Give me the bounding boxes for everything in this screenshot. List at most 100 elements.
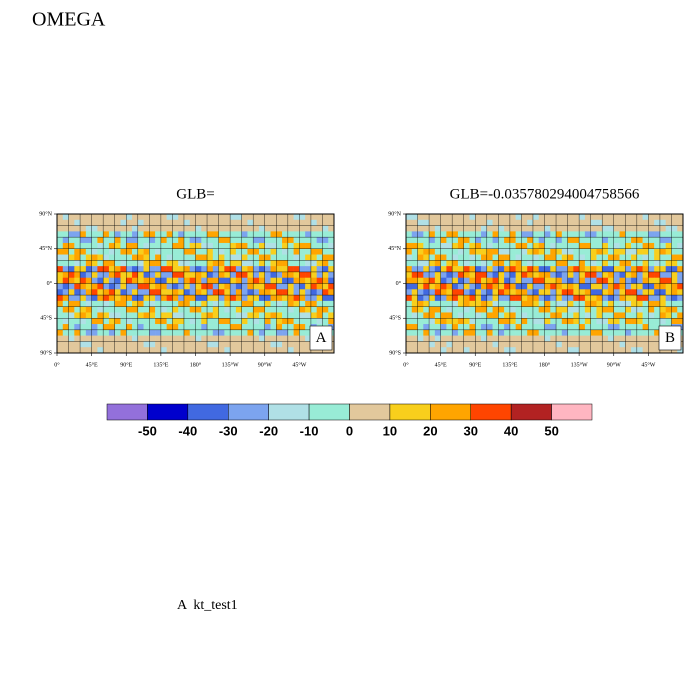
field-cell bbox=[74, 306, 81, 313]
field-cell bbox=[636, 266, 643, 273]
field-cell bbox=[654, 231, 661, 238]
field-cell bbox=[241, 219, 248, 226]
field-cell bbox=[677, 237, 684, 244]
field-cell bbox=[423, 335, 430, 342]
field-cell bbox=[85, 341, 92, 348]
field-cell bbox=[132, 289, 139, 296]
field-cell bbox=[310, 225, 317, 232]
field-cell bbox=[166, 329, 173, 336]
field-cell bbox=[411, 347, 418, 354]
field-cell bbox=[270, 225, 277, 232]
field-cell bbox=[457, 237, 465, 244]
field-cell bbox=[521, 242, 528, 250]
field-cell bbox=[120, 295, 127, 302]
field-cell bbox=[108, 300, 116, 307]
field-cell bbox=[305, 260, 312, 267]
field-cell bbox=[406, 231, 413, 238]
field-cell bbox=[108, 283, 116, 290]
field-cell bbox=[607, 295, 615, 302]
field-cell bbox=[299, 271, 306, 279]
field-cell bbox=[659, 225, 666, 232]
field-cell bbox=[85, 318, 92, 325]
field-cell bbox=[160, 277, 167, 284]
field-cell bbox=[207, 237, 214, 244]
field-cell bbox=[207, 231, 214, 238]
field-cell bbox=[406, 318, 413, 325]
field-cell bbox=[613, 300, 620, 307]
field-cell bbox=[172, 214, 179, 221]
field-cell bbox=[316, 312, 323, 319]
field-cell bbox=[126, 271, 133, 279]
field-cell bbox=[550, 318, 557, 325]
field-cell bbox=[276, 214, 283, 221]
field-cell bbox=[155, 300, 162, 307]
field-cell bbox=[201, 254, 208, 261]
field-cell bbox=[241, 312, 248, 319]
field-cell bbox=[120, 277, 127, 284]
field-cell bbox=[189, 335, 196, 342]
field-cell bbox=[137, 271, 144, 279]
field-cell bbox=[590, 242, 597, 250]
field-cell bbox=[486, 260, 493, 267]
field-cell bbox=[532, 335, 540, 342]
field-cell bbox=[299, 231, 306, 238]
field-cell bbox=[247, 260, 254, 267]
field-cell bbox=[659, 260, 666, 267]
field-cell bbox=[573, 295, 580, 302]
field-cell bbox=[74, 324, 81, 331]
field-cell bbox=[654, 295, 661, 302]
field-cell bbox=[602, 335, 609, 342]
field-cell bbox=[457, 295, 465, 302]
field-cell bbox=[613, 347, 620, 354]
field-cell bbox=[619, 318, 626, 325]
field-cell bbox=[538, 341, 545, 348]
field-cell bbox=[114, 295, 121, 302]
field-cell bbox=[596, 300, 603, 307]
field-cell bbox=[417, 231, 424, 238]
field-cell bbox=[166, 324, 173, 331]
field-cell bbox=[602, 248, 609, 255]
field-cell bbox=[423, 271, 430, 279]
field-cell bbox=[417, 225, 424, 232]
field-cell bbox=[143, 277, 150, 284]
field-cell bbox=[328, 219, 335, 226]
field-cell bbox=[74, 318, 81, 325]
field-cell bbox=[328, 266, 335, 273]
field-cell bbox=[241, 260, 248, 267]
field-cell bbox=[440, 295, 447, 302]
field-cell bbox=[659, 318, 666, 325]
field-cell bbox=[264, 312, 271, 319]
field-cell bbox=[85, 214, 92, 221]
field-cell bbox=[556, 283, 563, 290]
field-cell bbox=[659, 283, 666, 290]
field-cell bbox=[590, 219, 597, 226]
field-cell bbox=[305, 306, 312, 313]
field-cell bbox=[183, 347, 191, 354]
field-cell bbox=[521, 283, 528, 290]
field-cell bbox=[264, 283, 271, 290]
field-cell bbox=[97, 335, 104, 342]
field-cell bbox=[584, 318, 591, 325]
field-cell bbox=[492, 219, 499, 226]
field-cell bbox=[636, 289, 643, 296]
field-cell bbox=[108, 277, 116, 284]
field-cell bbox=[103, 329, 110, 336]
field-cell bbox=[561, 277, 568, 284]
field-cell bbox=[406, 237, 413, 244]
field-cell bbox=[247, 242, 254, 250]
field-cell bbox=[247, 289, 254, 296]
field-cell bbox=[68, 329, 75, 336]
field-cell bbox=[114, 312, 121, 319]
field-cell bbox=[149, 260, 156, 267]
field-cell bbox=[509, 283, 516, 290]
field-cell bbox=[556, 231, 563, 238]
field-cell bbox=[556, 254, 563, 261]
field-cell bbox=[457, 324, 465, 331]
field-cell bbox=[108, 254, 116, 261]
field-cell bbox=[498, 312, 505, 319]
field-cell bbox=[224, 248, 231, 255]
field-cell bbox=[492, 306, 499, 313]
lat-label: 90°N bbox=[39, 210, 52, 217]
field-cell bbox=[556, 266, 563, 273]
field-cell bbox=[253, 329, 260, 336]
